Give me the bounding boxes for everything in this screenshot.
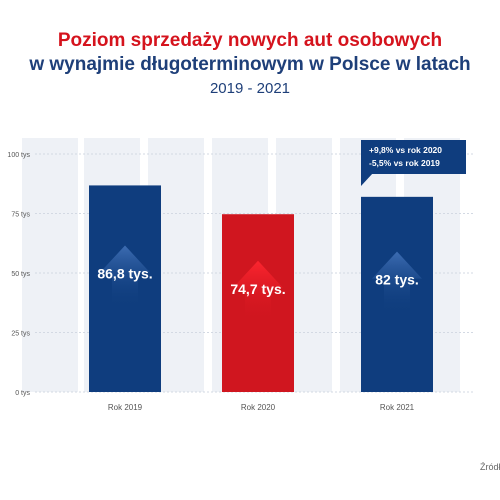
callout-text: -5,5% vs rok 2019 — [369, 158, 440, 168]
callout-box — [361, 140, 466, 174]
chart-title-line-2: w wynajmie długoterminowym w Polsce w la… — [29, 54, 471, 75]
column-background — [22, 138, 78, 392]
y-tick-label: 100 tys — [7, 152, 30, 159]
chart-subtitle-years: 2019 - 2021 — [209, 80, 291, 97]
callout-text: +9,8% vs rok 2020 — [369, 145, 442, 155]
callout-pointer — [361, 173, 373, 186]
arrow-up-icon — [233, 260, 283, 323]
data-label: 82 tys. — [375, 272, 419, 288]
data-label: 86,8 tys. — [97, 266, 152, 282]
y-tick-label: 50 tys — [11, 271, 30, 278]
x-tick-label: Rok 2020 — [241, 403, 276, 412]
y-tick-label: 0 tys — [15, 390, 30, 397]
source-label: Źródł — [480, 462, 500, 472]
arrow-up-icon — [372, 251, 422, 314]
y-tick-label: 75 tys — [11, 212, 30, 219]
y-tick-label: 25 tys — [11, 331, 30, 338]
chart-title-line-1: Poziom sprzedaży nowych aut osobowych — [57, 30, 443, 51]
x-tick-label: Rok 2021 — [380, 403, 415, 412]
x-tick-label: Rok 2019 — [108, 403, 143, 412]
data-label: 74,7 tys. — [230, 281, 285, 297]
arrow-up-icon — [100, 245, 150, 308]
